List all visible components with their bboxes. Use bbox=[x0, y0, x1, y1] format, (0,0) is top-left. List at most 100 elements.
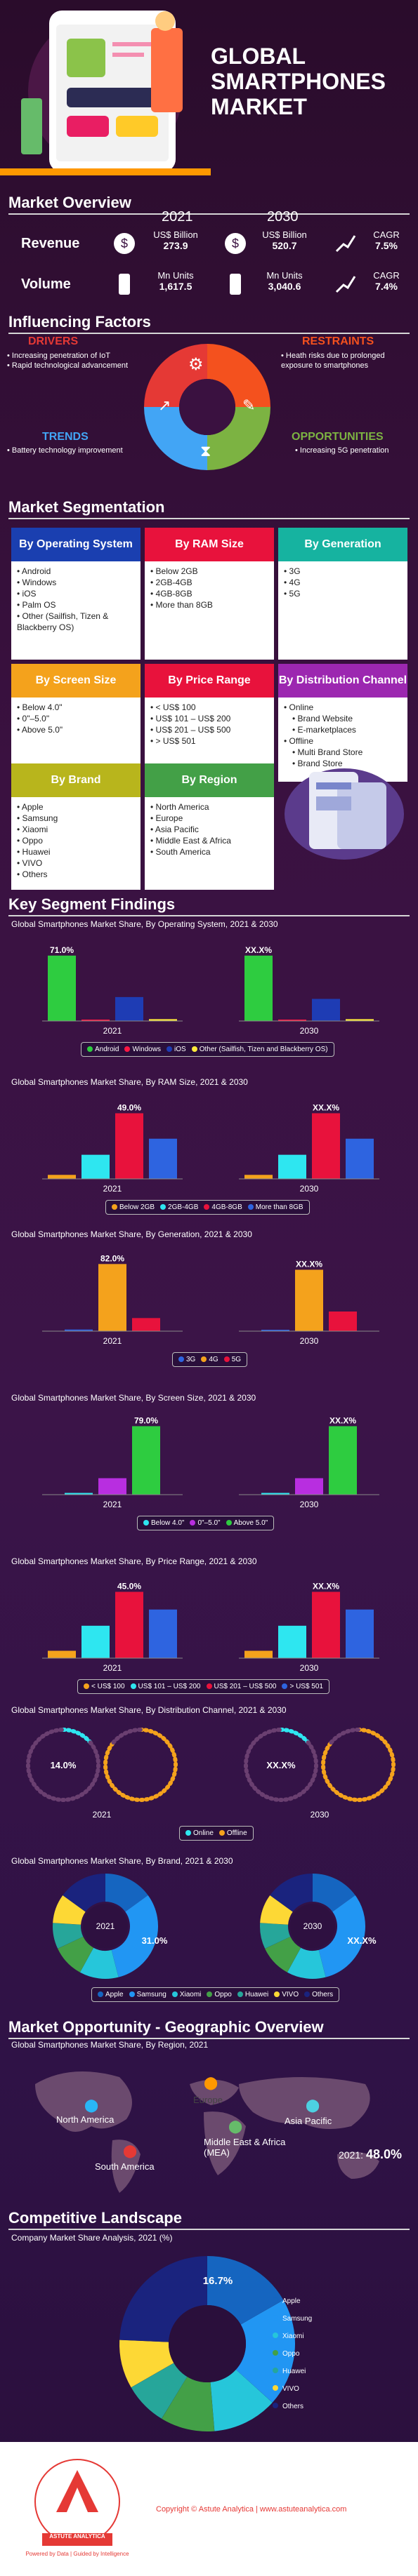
legend-entry: Xiaomi bbox=[171, 1991, 201, 1998]
segment-distribution-list: • Online • Brand Website • E-marketplace… bbox=[278, 698, 407, 782]
revenue-cagr: 7.5% bbox=[375, 240, 398, 251]
legend-swatch bbox=[160, 1204, 166, 1210]
competitive-chart-title: Company Market Share Analysis, 2021 (%) bbox=[11, 2233, 173, 2243]
bar bbox=[98, 1264, 126, 1331]
bar bbox=[149, 1019, 177, 1021]
region-europe: Europe bbox=[193, 2095, 223, 2105]
pie-slice bbox=[265, 1936, 302, 1973]
legend-swatch bbox=[98, 1991, 103, 1998]
pie-slice bbox=[111, 1728, 143, 1745]
data-label: 45.0% bbox=[117, 1582, 141, 1591]
legend-swatch bbox=[273, 2368, 278, 2373]
pie-slice bbox=[270, 1874, 313, 1913]
pie-slice bbox=[53, 1895, 86, 1926]
legend-entry: Other (Sailfish, Tizen and Blackberry OS… bbox=[191, 1046, 328, 1053]
bar bbox=[244, 955, 273, 1021]
legend-swatch bbox=[273, 2297, 278, 2303]
trends-list: • Battery technology improvement bbox=[7, 446, 123, 455]
bar bbox=[48, 1175, 76, 1179]
growth-icon bbox=[334, 272, 358, 300]
legend-entry: US$ 201 – US$ 500 bbox=[206, 1683, 276, 1690]
segment-ram-header: By RAM Size bbox=[145, 528, 274, 561]
competitive-landscape-header: Competitive Landscape bbox=[0, 2203, 418, 2231]
chart-generation-title: Global Smartphones Market Share, By Gene… bbox=[11, 1229, 252, 1239]
pie-slice bbox=[103, 1728, 178, 1802]
bar bbox=[65, 1329, 93, 1331]
legend-entry: Samsung bbox=[129, 1991, 166, 1998]
segment-ram-list: • Below 2GB • 2GB-4GB • 4GB-8GB • More t… bbox=[145, 561, 274, 660]
phone-units-icon bbox=[223, 272, 247, 300]
opportunities-title: OPPORTUNITIES bbox=[292, 431, 384, 443]
cagr-label: CAGR bbox=[373, 229, 400, 240]
year-2030: 2030 bbox=[267, 209, 299, 225]
legend-entry: Below 4.0" bbox=[143, 1519, 184, 1527]
pie-slice bbox=[260, 1923, 291, 1949]
legend-entry: Oppo bbox=[207, 1991, 232, 1998]
legend-swatch bbox=[273, 2315, 278, 2321]
data-label: XX.X% bbox=[245, 945, 272, 955]
factors-wheel bbox=[137, 337, 277, 481]
segment-os-list: • Android • Windows • iOS • Palm OS • Ot… bbox=[11, 561, 141, 660]
region-mea: Middle East & Africa (MEA) bbox=[204, 2137, 286, 2158]
volume-2030: 3,040.6 bbox=[268, 281, 301, 292]
series-label: 2021 bbox=[93, 1810, 112, 1820]
pie-slice bbox=[206, 2256, 284, 2325]
data-label: 79.0% bbox=[134, 1415, 158, 1425]
bar bbox=[278, 1154, 306, 1179]
map-pin-north-america-icon: ⬤ bbox=[84, 2098, 99, 2112]
series-label: 2030 bbox=[303, 1921, 322, 1931]
bar bbox=[329, 1312, 357, 1331]
pie-slice bbox=[321, 1728, 396, 1802]
astute-logo-icon bbox=[28, 2456, 126, 2565]
influencing-factors-header: Influencing Factors bbox=[0, 307, 418, 335]
market-segmentation-header: Market Segmentation bbox=[0, 493, 418, 521]
footer-tagline: Powered by Data | Guided by Intelligence bbox=[25, 2551, 129, 2557]
chart-price-legend: < US$ 100 US$ 101 – US$ 200 US$ 201 – US$ … bbox=[77, 1679, 329, 1694]
chart-company-share: 16.7% Apple Samsung Xiaomi Oppo Huawei VIVO Oth… bbox=[119, 2256, 312, 2431]
legend-swatch bbox=[112, 1204, 117, 1210]
bar bbox=[261, 1330, 289, 1331]
chart-ram: 49.0% 2021 XX.X% 2030 bbox=[42, 1102, 379, 1194]
chart-brand: 2021 31.0% 2030 XX.X% bbox=[53, 1874, 377, 1979]
legend-swatch bbox=[282, 1683, 288, 1690]
legend-swatch bbox=[204, 1204, 210, 1210]
legend-entry: US$ 101 – US$ 200 bbox=[130, 1683, 201, 1690]
key-segment-findings-header: Key Segment Findings bbox=[0, 890, 418, 918]
chart-screen-title: Global Smartphones Market Share, By Scre… bbox=[11, 1393, 256, 1403]
legend-swatch bbox=[273, 2350, 278, 2356]
revenue-2030: 520.7 bbox=[272, 240, 297, 251]
pie-slice bbox=[209, 2368, 273, 2431]
restraints-list: • Heath risks due to prolonged exposure … bbox=[281, 352, 385, 370]
donut-hole bbox=[290, 1904, 335, 1949]
volume-cagr: 7.4% bbox=[375, 281, 398, 292]
title-line-3: MARKET bbox=[211, 94, 307, 119]
apac-share: 2021: 48.0% bbox=[339, 2147, 402, 2161]
app-screens-illustration-icon bbox=[281, 758, 407, 867]
legend-entry: VIVO bbox=[274, 1991, 299, 1998]
wrench-icon: ✎ bbox=[242, 396, 256, 414]
bar bbox=[346, 1019, 374, 1021]
pie-slice bbox=[131, 2362, 188, 2419]
pie-slice bbox=[244, 1728, 318, 1802]
legend-swatch bbox=[185, 1830, 191, 1836]
volume-label: Volume bbox=[21, 276, 71, 292]
legend-swatch bbox=[84, 1683, 89, 1690]
bar bbox=[244, 1175, 273, 1179]
legend-swatch bbox=[143, 1520, 149, 1526]
phone-units-icon bbox=[112, 272, 136, 300]
category-label: 2021 bbox=[103, 1663, 122, 1673]
region-asia-pacific: Asia Pacific bbox=[285, 2116, 332, 2126]
legend-swatch bbox=[129, 1991, 135, 1998]
data-label: XX.X% bbox=[296, 1260, 322, 1269]
legend-swatch bbox=[191, 1046, 197, 1053]
pie-slice bbox=[58, 1936, 95, 1973]
segment-generation-list: • 3G • 4G • 5G bbox=[278, 561, 407, 660]
chart-generation: 82.0% 2021 XX.X% 2030 bbox=[42, 1253, 379, 1346]
trends-title: TRENDS bbox=[42, 431, 89, 443]
bar bbox=[81, 1625, 110, 1658]
legend-entry: Huawei bbox=[282, 2368, 306, 2375]
bar bbox=[81, 1154, 110, 1179]
opportunities-list: • Increasing 5G penetration bbox=[295, 446, 389, 455]
drivers-list: • Increasing penetration of IoT • Rapid … bbox=[7, 352, 129, 370]
data-label: XX.X% bbox=[313, 1582, 339, 1591]
